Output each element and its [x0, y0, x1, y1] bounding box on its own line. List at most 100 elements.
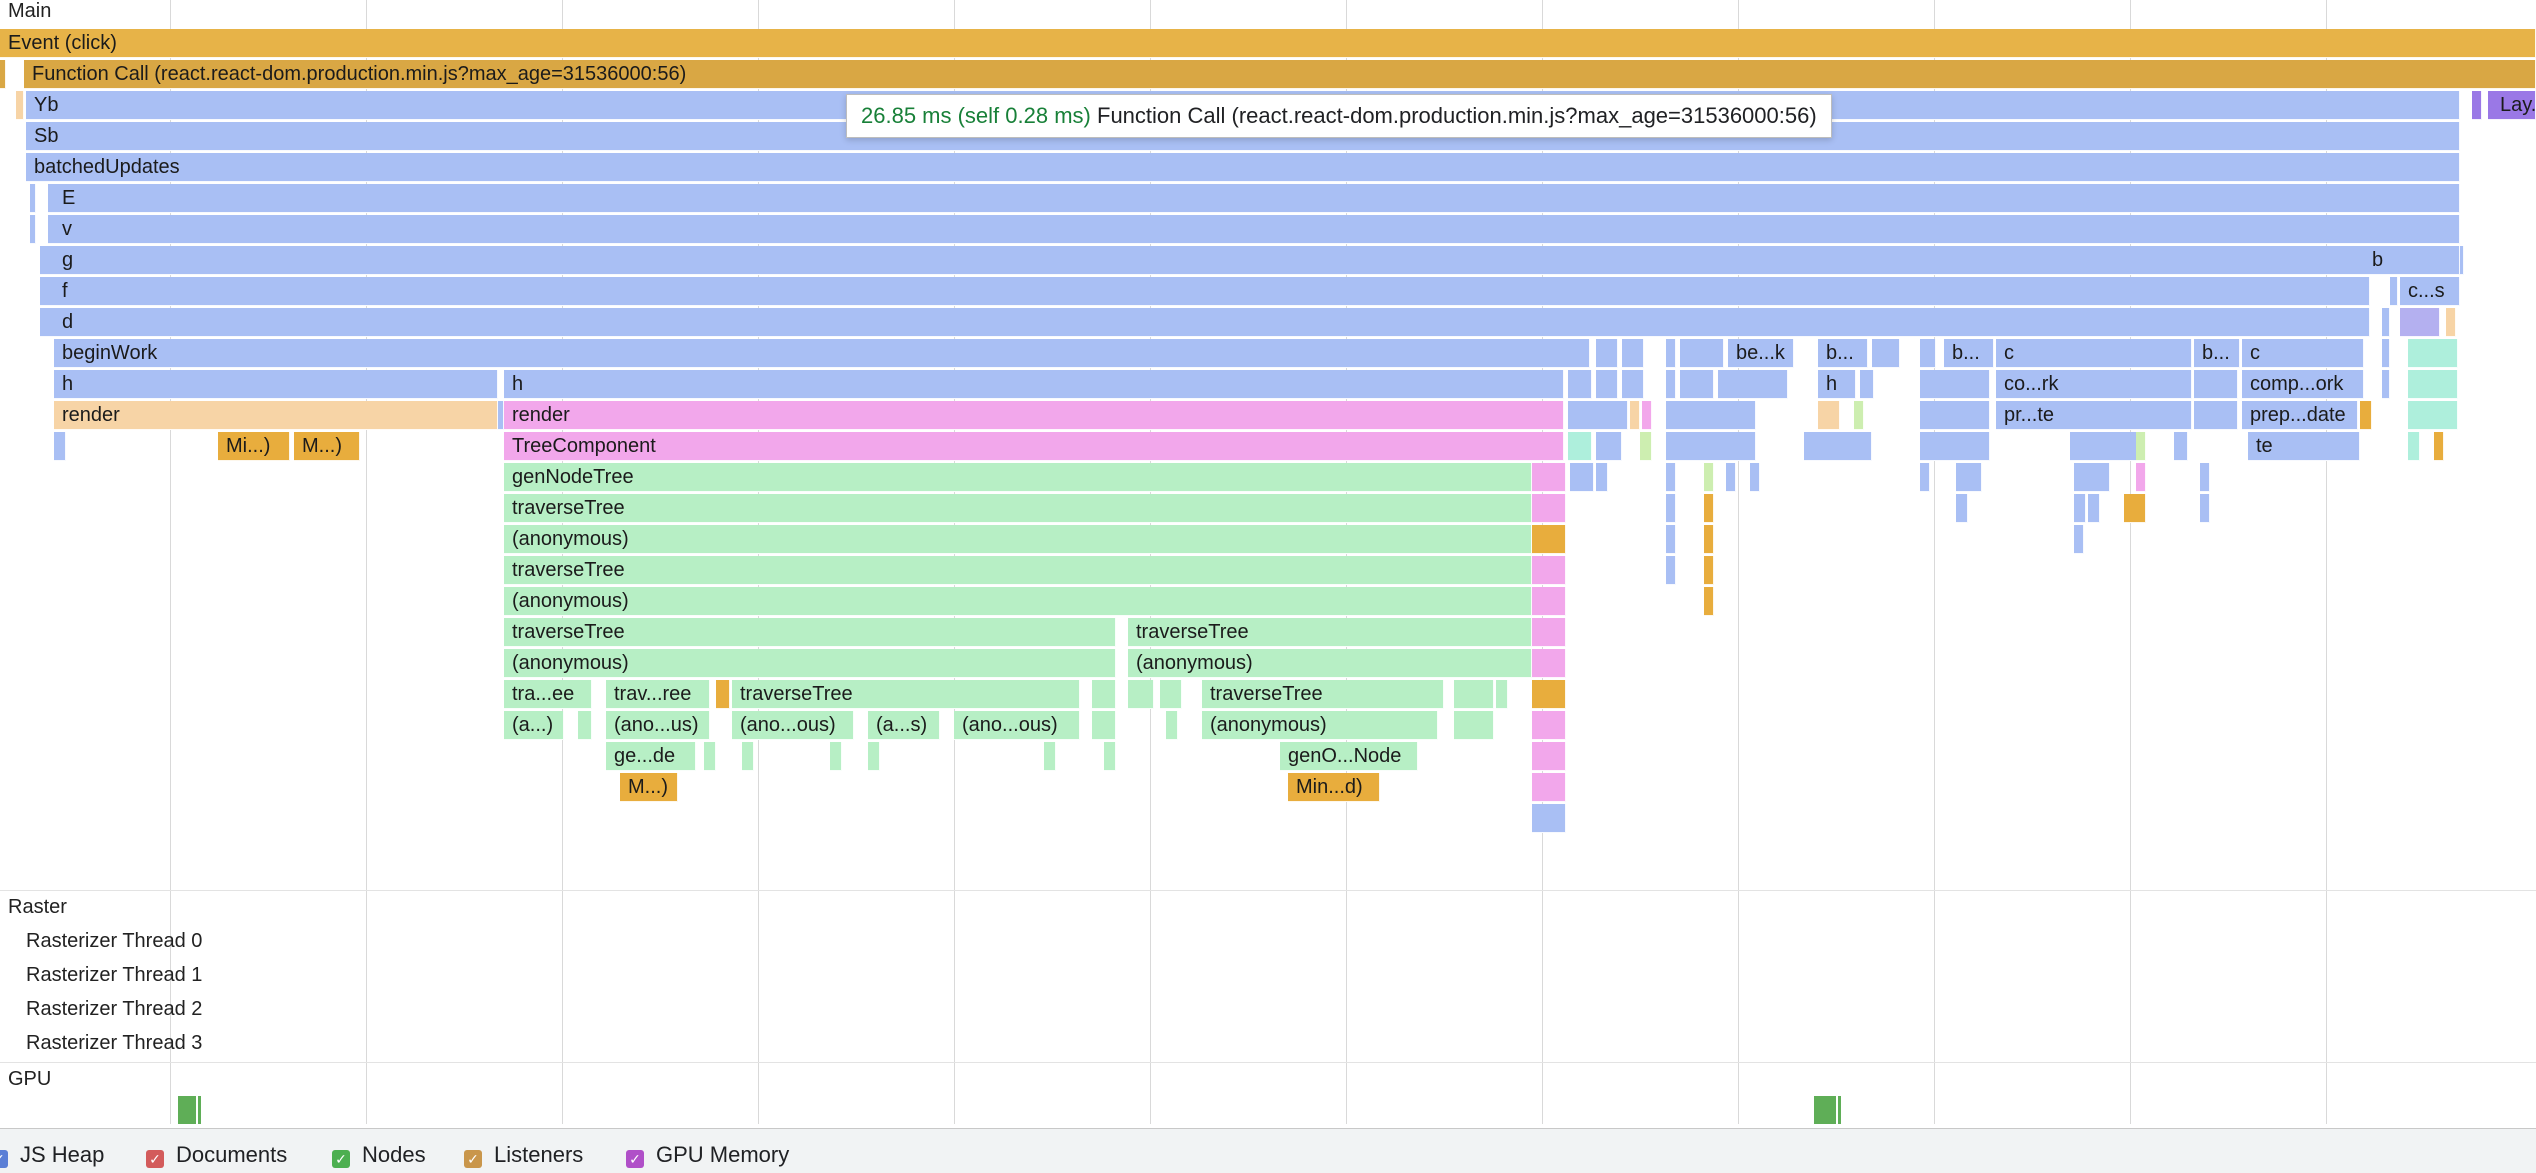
flame-slice[interactable] [1666, 463, 1676, 492]
flame-slice[interactable] [1532, 463, 1566, 492]
flame-slice[interactable] [2408, 432, 2420, 461]
layout-bar[interactable]: Lay... [2488, 91, 2536, 120]
flame-slice[interactable] [2382, 370, 2390, 399]
flame-slice[interactable] [1666, 401, 1756, 430]
flame-slice[interactable] [1726, 463, 1736, 492]
flame-slice[interactable] [1532, 556, 1566, 585]
flame-slice[interactable] [1496, 680, 1508, 709]
rasterizer-thread-label[interactable]: Rasterizer Thread 3 [26, 1032, 203, 1054]
flame-slice[interactable] [1532, 587, 1566, 616]
flame-slice[interactable] [1854, 401, 1864, 430]
traverse-tree-bar[interactable]: traverseTree [504, 618, 1116, 647]
anonymous-slice[interactable]: (a...s) [868, 711, 940, 740]
flame-slice[interactable] [2400, 308, 2440, 337]
flame-slice[interactable] [1920, 370, 1990, 399]
flame-slice[interactable] [30, 215, 36, 244]
h-slice[interactable]: co...rk [1996, 370, 2192, 399]
flame-slice[interactable] [578, 711, 592, 740]
anonymous-slice[interactable]: (a...) [504, 711, 564, 740]
traverse-tree-bar[interactable]: traverseTree [504, 494, 1532, 523]
flame-slice[interactable] [2070, 432, 2140, 461]
flame-slice[interactable] [2360, 401, 2372, 430]
te-slice[interactable]: te [2248, 432, 2360, 461]
begin-work-slice[interactable]: b... [1944, 339, 1994, 368]
flame-slice[interactable] [1920, 463, 1930, 492]
flame-slice[interactable] [1750, 463, 1760, 492]
flame-slice[interactable] [1454, 711, 1494, 740]
flame-slice[interactable] [1532, 525, 1566, 554]
flame-slice[interactable] [1568, 432, 1592, 461]
flame-slice[interactable] [1104, 742, 1116, 771]
tree-component-bar[interactable]: TreeComponent [504, 432, 1564, 461]
flame-slice[interactable] [1666, 339, 1676, 368]
g-bar[interactable]: g [40, 246, 2464, 275]
minified-call-slice[interactable]: Mi...) [218, 432, 290, 461]
flame-slice[interactable] [2200, 463, 2210, 492]
gpu-task[interactable] [178, 1096, 196, 1124]
flame-slice[interactable] [1666, 525, 1676, 554]
render-slice[interactable]: prep...date [2242, 401, 2358, 430]
anonymous-slice[interactable]: (ano...ous) [954, 711, 1080, 740]
checkbox-icon[interactable]: ✓ [626, 1150, 644, 1168]
gen-node-slice[interactable]: genO...Node [1280, 742, 1418, 771]
flame-slice[interactable] [1642, 401, 1652, 430]
f-right-bar[interactable]: c...s [2400, 277, 2460, 306]
flame-slice[interactable] [1092, 680, 1116, 709]
flame-slice[interactable] [1666, 432, 1756, 461]
flame-slice[interactable] [2088, 494, 2100, 523]
rasterizer-thread-label[interactable]: Rasterizer Thread 1 [26, 964, 203, 986]
main-track-title[interactable]: Main [8, 0, 52, 22]
flame-slice[interactable] [1804, 432, 1872, 461]
flame-slice[interactable] [1956, 494, 1968, 523]
minified-call-slice[interactable]: M...) [620, 773, 678, 802]
traverse-tree-slice[interactable]: trav...ree [606, 680, 710, 709]
flame-slice[interactable] [716, 680, 730, 709]
render-slice[interactable]: pr...te [1996, 401, 2192, 430]
flame-slice[interactable] [1166, 711, 1178, 740]
checkbox-icon[interactable]: ✓ [0, 1150, 8, 1168]
flame-slice[interactable] [1704, 556, 1714, 585]
flame-slice[interactable] [2136, 432, 2146, 461]
documents-toggle[interactable]: ✓ Documents [146, 1141, 287, 1169]
batched-updates-bar[interactable]: batchedUpdates [26, 153, 2460, 182]
anonymous-bar[interactable]: (anonymous) [504, 525, 1532, 554]
nodes-toggle[interactable]: ✓ Nodes [332, 1141, 426, 1169]
checkbox-icon[interactable]: ✓ [146, 1150, 164, 1168]
flame-slice[interactable] [2074, 463, 2110, 492]
gpu-task[interactable] [198, 1096, 201, 1124]
flame-slice[interactable] [1666, 370, 1676, 399]
gpu-track-title[interactable]: GPU [8, 1068, 52, 1090]
flame-slice[interactable] [2194, 401, 2238, 430]
checkbox-icon[interactable]: ✓ [332, 1150, 350, 1168]
flame-slice[interactable] [1666, 494, 1676, 523]
e-bar[interactable]: E [48, 184, 2460, 213]
b-bar[interactable]: b [2364, 246, 2460, 275]
flame-slice[interactable] [2390, 277, 2398, 306]
anonymous-slice[interactable]: (ano...us) [606, 711, 710, 740]
flame-slice[interactable] [1622, 370, 1644, 399]
flame-slice[interactable] [1920, 432, 1990, 461]
begin-work-slice[interactable]: be...k [1728, 339, 1794, 368]
flame-slice[interactable] [1092, 711, 1116, 740]
rasterizer-thread-label[interactable]: Rasterizer Thread 0 [26, 930, 203, 952]
begin-work-slice[interactable]: c [2242, 339, 2364, 368]
flame-slice[interactable] [830, 742, 842, 771]
flame-slice[interactable] [704, 742, 716, 771]
flame-slice[interactable] [1532, 711, 1566, 740]
flame-slice[interactable] [1640, 432, 1652, 461]
render-bar[interactable]: render [54, 401, 498, 430]
flame-slice[interactable] [1704, 587, 1714, 616]
flame-slice[interactable] [2408, 370, 2458, 399]
flame-slice[interactable] [54, 432, 66, 461]
flame-slice[interactable] [0, 60, 6, 89]
flame-slice[interactable] [1704, 463, 1714, 492]
flame-slice[interactable] [2074, 494, 2086, 523]
minified-call-slice[interactable]: M...) [294, 432, 360, 461]
h-bar[interactable]: h [504, 370, 1564, 399]
flame-slice[interactable] [1860, 370, 1874, 399]
flame-slice[interactable] [1818, 401, 1840, 430]
flame-slice[interactable] [1044, 742, 1056, 771]
gen-node-tree-bar[interactable]: genNodeTree [504, 463, 1532, 492]
anonymous-slice[interactable]: (ano...ous) [732, 711, 854, 740]
flame-slice[interactable] [1532, 618, 1566, 647]
